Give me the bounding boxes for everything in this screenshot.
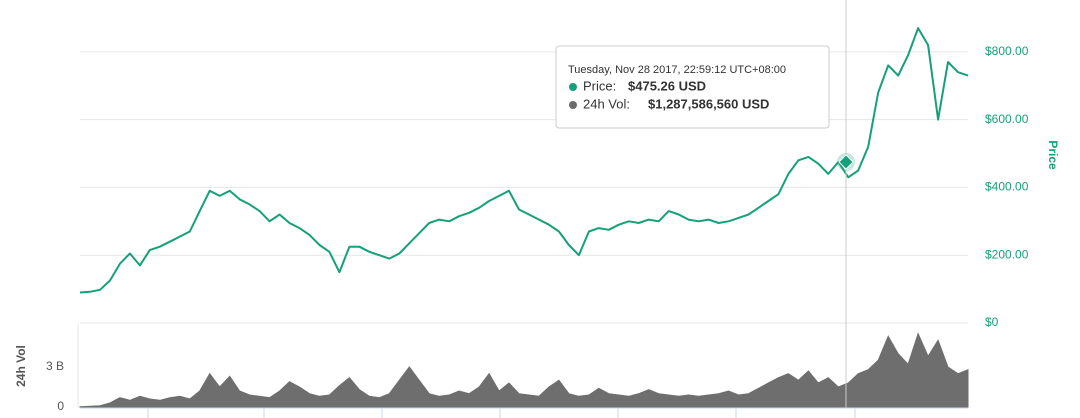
price-line [79, 27, 969, 294]
marks [79, 27, 969, 408]
hover-marker [838, 154, 854, 170]
tooltip-volume-label: 24h Vol: [583, 96, 630, 111]
tooltip-box [555, 45, 830, 129]
volume-axis-title: 24h Vol [14, 345, 28, 387]
tooltip: Tuesday, Nov 28 2017, 22:59:12 UTC+08:00… [555, 45, 830, 129]
x-ticks [147, 408, 856, 418]
y-tick-label: $0 [985, 315, 999, 329]
tooltip-price-value: $475.26 USD [628, 78, 706, 93]
tooltip-dot [569, 101, 577, 109]
y2-tick-label: 0 [57, 399, 64, 413]
tooltip-date: Tuesday, Nov 28 2017, 22:59:12 UTC+08:00 [568, 64, 786, 76]
y-tick-label: $600.00 [985, 112, 1029, 126]
price-axis-title: Price [1046, 140, 1060, 170]
tooltip-volume-value: $1,287,586,560 USD [648, 96, 769, 111]
y-tick-label: $400.00 [985, 180, 1029, 194]
tooltip-dot [569, 83, 577, 91]
y2-tick-label: 3 B [46, 359, 64, 373]
grid: $0 $200.00 $400.00 $600.00 $800.00 0 3 B [46, 44, 1029, 413]
y-tick-label: $800.00 [985, 44, 1029, 58]
volume-area [79, 332, 969, 408]
tooltip-price-label: Price: [583, 78, 616, 93]
y-tick-label: $200.00 [985, 247, 1029, 261]
